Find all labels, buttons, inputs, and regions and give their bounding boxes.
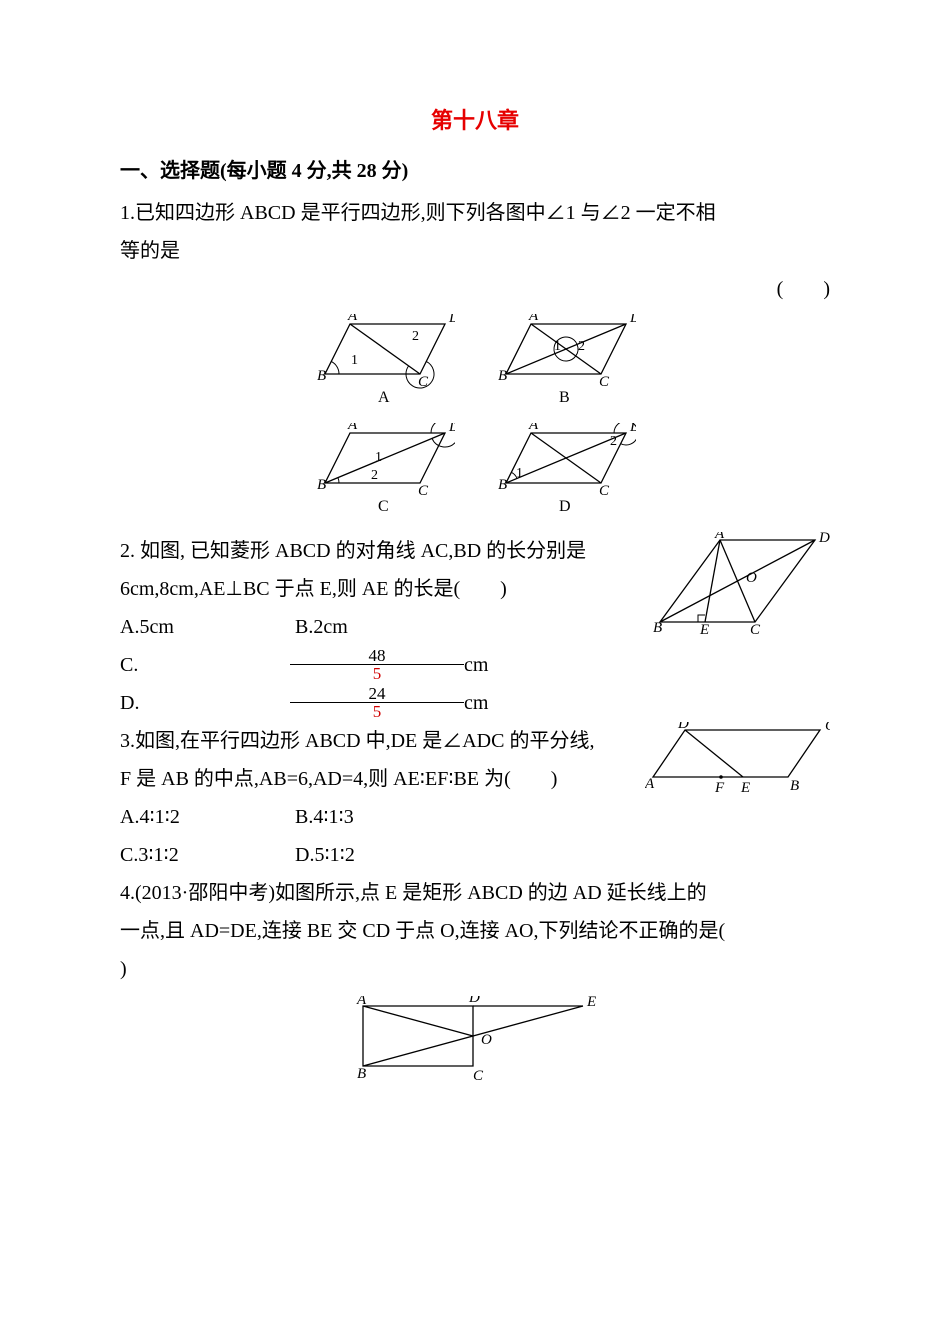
svg-text:C: C: [599, 374, 610, 390]
svg-text:D: D: [468, 996, 480, 1006]
q2-c-unit: cm: [464, 646, 634, 684]
svg-text:1: 1: [516, 466, 523, 481]
svg-text:C: C: [473, 1068, 484, 1084]
svg-text:E: E: [699, 622, 709, 638]
svg-text:2: 2: [610, 434, 617, 449]
svg-text:D: D: [448, 314, 455, 326]
q3-figure: D C A B EF: [645, 722, 830, 813]
q2-figure: A D B C E O: [650, 532, 830, 653]
svg-text:A: A: [528, 423, 539, 433]
svg-text:C: C: [599, 483, 610, 499]
svg-text:B: B: [559, 389, 570, 404]
q4-line2: 一点,且 AD=DE,连接 BE 交 CD 于点 O,连接 AO,下列结论不正确…: [120, 912, 830, 950]
svg-text:D: D: [629, 314, 636, 326]
q2-c-prefix: C.: [120, 646, 290, 684]
svg-text:C: C: [418, 374, 429, 390]
svg-text:F: F: [714, 780, 725, 796]
svg-text:A: A: [378, 389, 390, 404]
svg-text:E: E: [740, 780, 750, 796]
svg-text:A: A: [347, 314, 358, 324]
q2-d-den: 5: [290, 703, 464, 720]
svg-text:B: B: [357, 1066, 366, 1082]
q2-option-c: C.485cm: [120, 646, 634, 684]
q2-option-b: B.2cm: [295, 608, 465, 646]
svg-text:2: 2: [371, 468, 378, 483]
svg-text:B: B: [498, 477, 507, 493]
svg-text:E: E: [586, 996, 596, 1010]
svg-text:D: D: [629, 423, 636, 435]
q2-option-d: D.245cm: [120, 684, 634, 722]
q1-figure-row-1: 1 2 A D B C A 1 2 A D B C B: [120, 314, 830, 417]
svg-text:C: C: [825, 722, 830, 734]
q1-answer-blank: ( ): [777, 270, 830, 308]
q2-d-prefix: D.: [120, 684, 290, 722]
svg-text:D: D: [818, 532, 830, 546]
svg-text:O: O: [481, 1032, 492, 1048]
q2-d-unit: cm: [464, 684, 634, 722]
svg-text:C: C: [418, 483, 429, 499]
svg-text:2: 2: [412, 329, 419, 344]
q3-option-a: A.4∶1∶2: [120, 798, 290, 836]
q2-c-den: 5: [290, 665, 464, 682]
svg-text:O: O: [746, 570, 757, 586]
svg-text:A: A: [645, 776, 655, 792]
svg-text:B: B: [790, 778, 799, 794]
svg-text:B: B: [653, 620, 662, 636]
q1-line2: 等的是: [120, 232, 830, 270]
svg-text:A: A: [528, 314, 539, 324]
svg-text:A: A: [356, 996, 367, 1008]
q2-c-num: 48: [290, 647, 464, 665]
svg-text:C: C: [750, 622, 761, 638]
svg-text:A: A: [714, 532, 725, 542]
section-1-title: 一、选择题(每小题 4 分,共 28 分): [120, 152, 830, 190]
q4-line1: 4.(2013·邵阳中考)如图所示,点 E 是矩形 ABCD 的边 AD 延长线…: [120, 874, 830, 912]
svg-text:D: D: [677, 722, 689, 732]
svg-text:1: 1: [375, 450, 382, 465]
svg-text:C: C: [378, 498, 389, 513]
svg-text:2: 2: [578, 339, 585, 354]
chapter-title: 第十八章: [120, 100, 830, 142]
svg-text:B: B: [498, 368, 507, 384]
svg-text:A: A: [347, 423, 358, 433]
svg-text:D: D: [448, 423, 455, 435]
q2-d-num: 24: [290, 685, 464, 703]
q1-line1: 1.已知四边形 ABCD 是平行四边形,则下列各图中∠1 与∠2 一定不相: [120, 194, 830, 232]
q3-option-b: B.4∶1∶3: [295, 798, 465, 836]
svg-text:1: 1: [554, 339, 561, 354]
q4-line3: ): [120, 950, 830, 988]
svg-text:D: D: [559, 498, 571, 513]
q4-figure: A D E B C O: [120, 996, 830, 1101]
svg-text:B: B: [317, 368, 326, 384]
q3-option-c: C.3∶1∶2: [120, 836, 290, 874]
q3-option-d: D.5∶1∶2: [295, 836, 465, 874]
q2-option-a: A.5cm: [120, 608, 290, 646]
q1-figure-row-2: 1 2 A D B C C 1 2 A D B C D: [120, 423, 830, 526]
svg-text:1: 1: [351, 353, 358, 368]
svg-text:B: B: [317, 477, 326, 493]
